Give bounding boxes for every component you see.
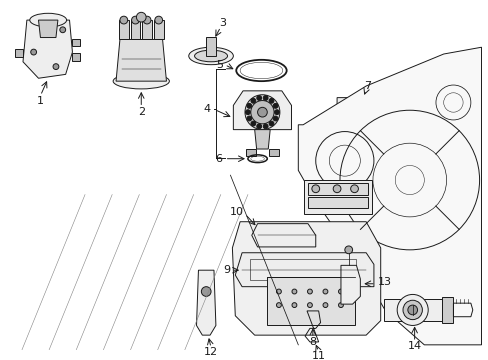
Circle shape [350, 185, 358, 193]
Text: 14: 14 [407, 341, 421, 351]
Circle shape [344, 246, 352, 254]
Polygon shape [206, 37, 216, 56]
Circle shape [291, 303, 296, 307]
Circle shape [60, 27, 65, 33]
Circle shape [332, 185, 340, 193]
Polygon shape [340, 265, 360, 304]
Circle shape [250, 100, 273, 124]
Polygon shape [154, 20, 163, 40]
Circle shape [268, 98, 273, 103]
Polygon shape [269, 149, 278, 156]
Circle shape [263, 124, 267, 129]
Circle shape [291, 289, 296, 294]
Circle shape [201, 287, 211, 296]
Ellipse shape [194, 50, 227, 62]
Text: 1: 1 [37, 95, 44, 105]
Polygon shape [441, 297, 452, 323]
Polygon shape [298, 47, 481, 345]
Circle shape [263, 95, 267, 100]
Circle shape [273, 116, 277, 121]
Polygon shape [383, 299, 441, 321]
Circle shape [276, 289, 281, 294]
Circle shape [250, 98, 255, 103]
Circle shape [155, 16, 162, 24]
Circle shape [256, 124, 261, 129]
Polygon shape [254, 130, 270, 149]
Polygon shape [119, 20, 128, 40]
Polygon shape [232, 222, 380, 335]
Circle shape [323, 289, 327, 294]
Text: 12: 12 [203, 347, 218, 357]
Circle shape [276, 303, 281, 307]
Polygon shape [23, 20, 72, 78]
Polygon shape [196, 270, 216, 335]
Bar [304, 180, 371, 214]
Circle shape [268, 121, 273, 126]
Circle shape [31, 49, 37, 55]
Polygon shape [142, 20, 152, 40]
Text: 11: 11 [311, 351, 325, 360]
Polygon shape [235, 253, 373, 287]
Polygon shape [251, 224, 315, 247]
Circle shape [136, 12, 146, 22]
Text: 8: 8 [308, 337, 316, 347]
Bar [249, 258, 356, 280]
Circle shape [396, 294, 427, 325]
Polygon shape [72, 53, 80, 61]
Circle shape [143, 16, 151, 24]
Polygon shape [15, 49, 23, 57]
Circle shape [53, 64, 59, 69]
Circle shape [120, 16, 127, 24]
Circle shape [257, 107, 267, 117]
Circle shape [338, 289, 343, 294]
Circle shape [407, 305, 417, 315]
Circle shape [402, 300, 422, 320]
Circle shape [307, 303, 312, 307]
Text: 10: 10 [229, 207, 244, 217]
Polygon shape [336, 98, 385, 135]
Ellipse shape [113, 73, 169, 89]
Bar [267, 277, 354, 325]
Circle shape [246, 116, 251, 121]
Text: 13: 13 [377, 277, 391, 287]
Polygon shape [245, 149, 255, 156]
Text: 4: 4 [203, 104, 211, 114]
Text: 3: 3 [219, 18, 226, 28]
Circle shape [246, 103, 251, 108]
Polygon shape [130, 20, 140, 40]
Polygon shape [72, 39, 80, 46]
Circle shape [245, 110, 250, 114]
Text: 2: 2 [138, 107, 144, 117]
Circle shape [250, 121, 255, 126]
Polygon shape [233, 91, 291, 130]
Circle shape [273, 103, 277, 108]
Circle shape [256, 95, 261, 100]
Ellipse shape [30, 13, 66, 27]
Text: 6: 6 [215, 154, 222, 164]
Bar [307, 183, 367, 194]
Circle shape [338, 303, 343, 307]
Bar [307, 197, 367, 208]
Polygon shape [39, 20, 58, 37]
Circle shape [244, 95, 279, 130]
Circle shape [131, 16, 139, 24]
Circle shape [323, 303, 327, 307]
Circle shape [307, 289, 312, 294]
Circle shape [274, 110, 279, 114]
Ellipse shape [188, 47, 233, 65]
Polygon shape [116, 40, 166, 81]
Text: 7: 7 [364, 81, 371, 91]
Text: 5: 5 [215, 60, 222, 70]
Circle shape [311, 185, 319, 193]
Text: 9: 9 [223, 265, 230, 275]
